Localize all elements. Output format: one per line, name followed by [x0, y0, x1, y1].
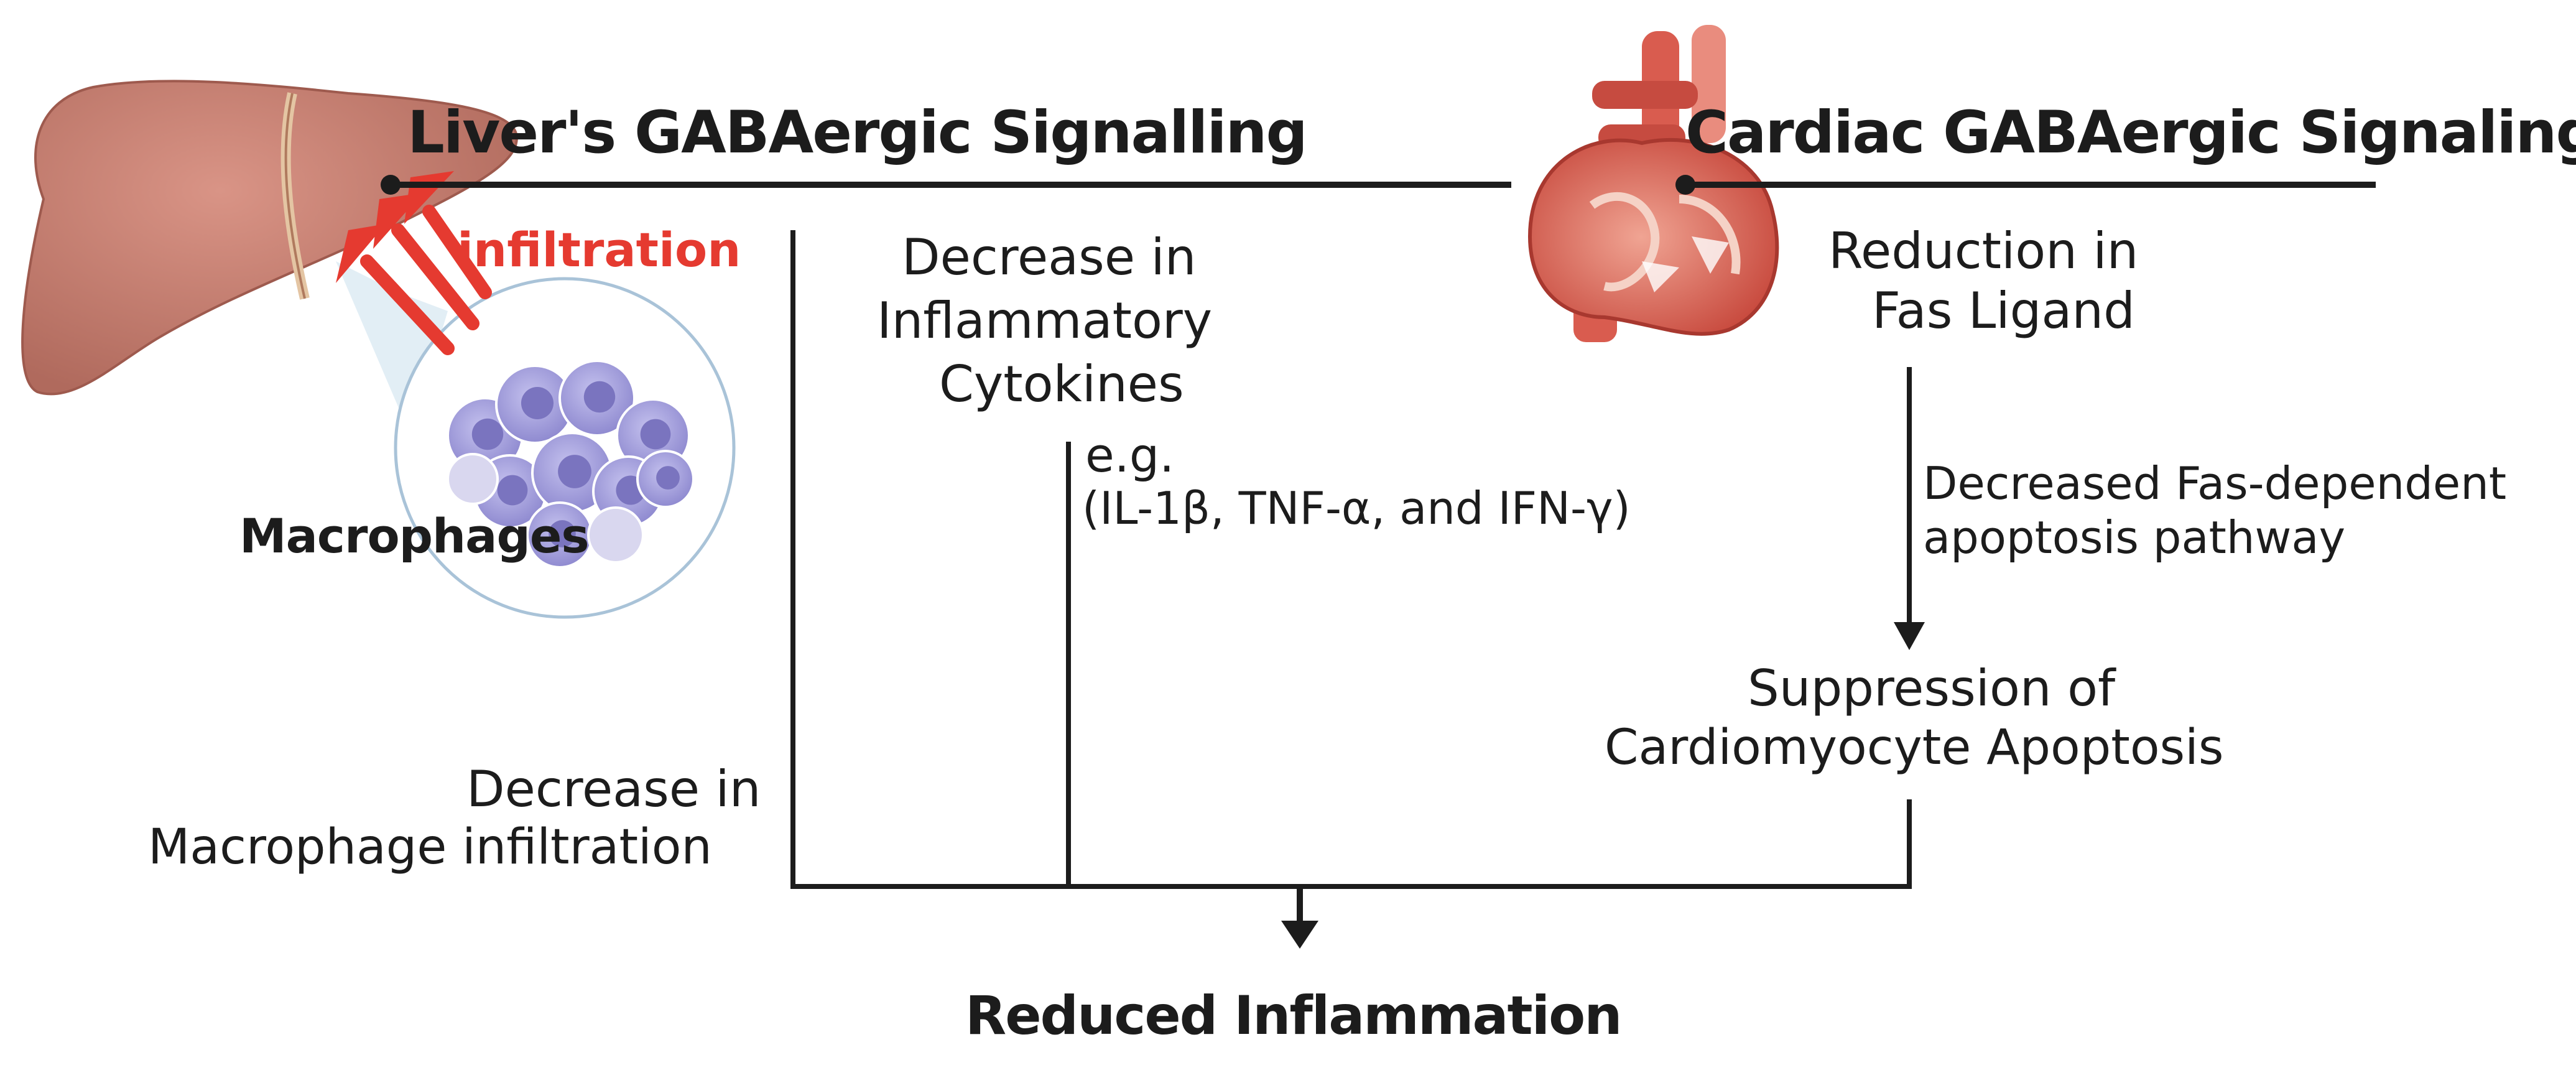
fas-line-1: Reduction in — [1828, 222, 2139, 280]
macrophage-nucleus — [583, 381, 616, 413]
cytokines-line-2: Inflammatory — [877, 292, 1213, 350]
macrophage-nucleus — [549, 520, 576, 547]
macrophage-cell — [447, 453, 499, 505]
macrophage-icon — [394, 277, 736, 619]
outcome-arrowhead — [1281, 921, 1318, 949]
cardiac-header-dot — [1675, 175, 1695, 195]
infiltration-label: infiltration — [457, 222, 741, 277]
heart-icon — [1527, 25, 1779, 342]
liver-header-dot — [381, 175, 401, 195]
macrophage-cell — [587, 506, 644, 564]
example-line-2: (IL-1β, TNF-α, and IFN-γ) — [1082, 482, 1631, 534]
apoptosis-line-2: Cardiomyocyte Apoptosis — [1605, 720, 2224, 776]
macrophage-nucleus — [471, 418, 504, 450]
macrophage-nucleus — [521, 386, 554, 420]
macrophage-nucleus — [640, 419, 671, 450]
macrophage-decrease-line-1: Decrease in — [466, 760, 761, 818]
apoptosis-line-1: Suppression of — [1748, 659, 2116, 717]
fas-arrowhead — [1894, 622, 1925, 650]
macrophage-decrease-line-2: Macrophage infiltration — [148, 819, 712, 875]
cytokines-line-3: Cytokines — [939, 355, 1184, 413]
outcome-label: Reduced Inflammation — [965, 985, 1622, 1047]
cytokines-line-1: Decrease in — [902, 228, 1197, 286]
pathway-line-1: Decreased Fas-dependent — [1923, 457, 2507, 509]
fas-line-2: Fas Ligand — [1872, 282, 2135, 340]
cardiac-title: Cardiac GABAergic Signaling — [1685, 99, 2576, 167]
macrophage-nucleus — [497, 475, 528, 506]
liver-title: Liver's GABAergic Signalling — [407, 99, 1308, 167]
macrophage-nucleus — [656, 466, 680, 490]
liver-icon — [21, 80, 518, 396]
pathway-line-2: apoptosis pathway — [1923, 511, 2346, 564]
macrophages-label: Macrophages — [239, 508, 590, 564]
macrophage-nucleus — [558, 455, 591, 488]
example-line-1: e.g. — [1085, 427, 1175, 483]
